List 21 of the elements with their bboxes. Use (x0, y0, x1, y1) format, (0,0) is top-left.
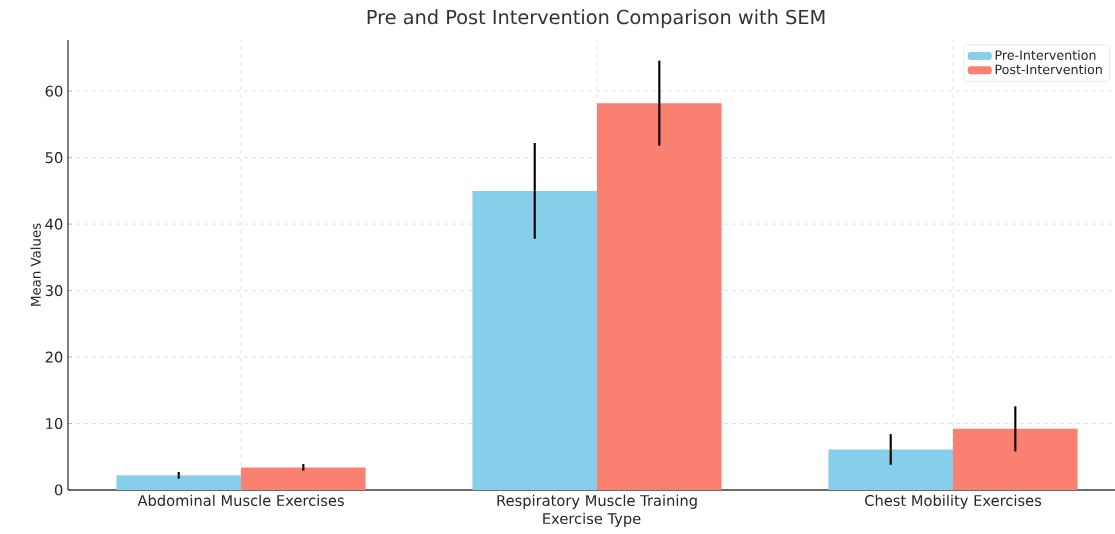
y-tick-label: 10 (46, 417, 63, 430)
y-tick-label: 20 (45, 351, 63, 363)
y-tick-label: 50 (45, 152, 63, 164)
bar (597, 103, 722, 490)
y-tick-label: 40 (45, 218, 63, 230)
bar (472, 190, 598, 490)
y-tick-label: 30 (45, 285, 63, 297)
legend-label: Post-Intervention (995, 64, 1102, 75)
legend-label: Pre-Intervention (995, 50, 1096, 60)
chart-title: Pre and Post Intervention Comparison with SEM (367, 9, 825, 29)
x-tick-label: Abdominal Muscle Exercises (137, 494, 344, 507)
bar (241, 467, 366, 490)
bar (953, 428, 1078, 490)
x-tick-label: Chest Mobility Exercises (865, 494, 1042, 509)
y-tick-label: 0 (54, 484, 63, 496)
y-tick-label: 60 (45, 85, 63, 97)
bar (828, 449, 954, 490)
y-axis-title: Mean Values (30, 223, 41, 306)
x-tick-label: Respiratory Muscle Training (497, 494, 697, 509)
x-axis-title: Exercise Type (543, 512, 641, 527)
bar (116, 475, 242, 490)
